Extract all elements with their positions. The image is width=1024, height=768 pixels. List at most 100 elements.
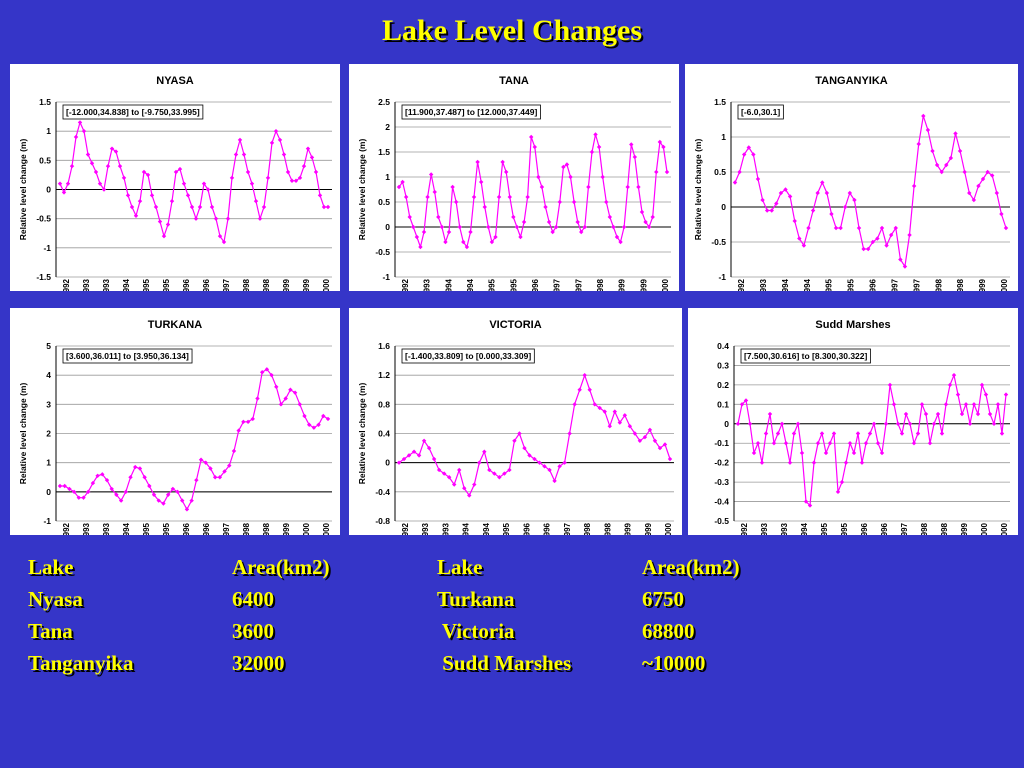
series-line xyxy=(734,115,1007,269)
data-point xyxy=(903,411,909,417)
data-point xyxy=(943,402,949,407)
x-tick-label: 27-10-1998 xyxy=(940,522,949,535)
data-point xyxy=(311,425,317,430)
data-point xyxy=(537,460,542,465)
y-tick-label: -0.5 xyxy=(714,516,729,526)
data-point xyxy=(407,214,412,220)
data-point xyxy=(807,503,813,508)
data-point xyxy=(416,453,422,458)
data-point xyxy=(104,477,110,483)
data-point xyxy=(994,190,1000,196)
data-point xyxy=(177,166,183,172)
x-tick-label: 1-6-1993 xyxy=(423,278,432,291)
x-tick-label: 29-7-1999 xyxy=(282,522,291,535)
data-point xyxy=(145,172,151,178)
data-point xyxy=(189,204,195,210)
data-point xyxy=(255,396,260,401)
y-axis-label: Relative level change (m) xyxy=(18,139,28,241)
x-tick-label: 15-4-2000 xyxy=(664,522,673,535)
data-point xyxy=(305,146,311,151)
data-point xyxy=(229,175,235,181)
data-point xyxy=(245,419,251,425)
data-point xyxy=(746,145,751,150)
data-point xyxy=(109,146,115,151)
x-tick-label: 20-9-1999 xyxy=(644,522,653,535)
data-point xyxy=(500,159,505,165)
data-point xyxy=(586,184,591,190)
data-point xyxy=(833,225,839,231)
x-tick-label: 4-2-1995 xyxy=(142,522,151,535)
data-point xyxy=(577,387,582,392)
data-point xyxy=(839,479,845,485)
data-point xyxy=(241,152,247,157)
data-point xyxy=(62,483,67,489)
data-point xyxy=(151,492,157,497)
x-tick-label: 6-5-1995 xyxy=(488,278,497,291)
data-point xyxy=(403,194,409,200)
y-tick-label: 0.5 xyxy=(714,167,726,177)
data-point xyxy=(907,232,912,238)
y-axis-label: Relative level change (m) xyxy=(693,139,703,241)
table-left-area-column: Area(km2) 6400 3600 32000 xyxy=(232,551,330,679)
y-tick-label: -0.5 xyxy=(375,247,390,257)
data-point xyxy=(843,460,849,465)
data-point xyxy=(751,450,757,456)
data-point xyxy=(518,234,523,240)
y-axis-label: Relative level change (m) xyxy=(18,383,28,485)
data-point xyxy=(117,163,123,169)
data-point xyxy=(217,475,223,480)
data-point xyxy=(856,225,862,231)
data-point xyxy=(249,181,255,186)
data-point xyxy=(600,174,605,180)
data-point xyxy=(221,239,227,245)
table-header-area: Area(km2) xyxy=(232,555,330,579)
x-tick-label: 19-7-1998 xyxy=(596,278,605,291)
y-tick-label: 2.5 xyxy=(378,97,390,107)
data-point xyxy=(457,467,462,473)
y-tick-label: -1 xyxy=(718,272,726,282)
data-point xyxy=(552,478,557,484)
data-point xyxy=(313,169,319,175)
data-point xyxy=(767,411,773,417)
data-point xyxy=(899,431,905,436)
x-tick-label: 30-12-1995 xyxy=(509,278,518,291)
y-tick-label: 3 xyxy=(46,399,51,409)
x-tick-label: 25-10-1997 xyxy=(574,278,583,291)
data-point xyxy=(259,370,265,375)
data-point xyxy=(795,421,801,426)
data-point xyxy=(137,198,143,204)
y-tick-label: 1.5 xyxy=(378,147,390,157)
x-tick-label: 18-7-1997 xyxy=(900,522,909,535)
x-tick-label: 10-3-1998 xyxy=(242,278,251,291)
y-tick-label: -0.4 xyxy=(714,497,729,507)
data-point xyxy=(884,243,889,248)
data-point xyxy=(95,473,100,478)
y-tick-label: 1.5 xyxy=(714,97,726,107)
data-point xyxy=(414,234,420,240)
x-tick-label: 25-12-1995 xyxy=(847,278,856,291)
data-point xyxy=(273,128,279,134)
data-point xyxy=(277,137,283,143)
data-point xyxy=(137,466,143,471)
data-point xyxy=(667,456,673,462)
data-point xyxy=(128,475,133,480)
data-point xyxy=(525,194,530,200)
data-point xyxy=(507,194,512,200)
table-header-area: Area(km2) xyxy=(642,555,740,579)
chart-svg-victoria: VICTORIA Relative level change (m) -0.8 -0.… xyxy=(357,319,674,535)
x-tick-label: 5-9-1994 xyxy=(803,278,812,291)
data-point xyxy=(792,218,797,224)
data-point xyxy=(639,209,645,215)
data-point xyxy=(995,402,1001,407)
data-point xyxy=(436,467,442,473)
annotation-box xyxy=(740,348,871,364)
data-point xyxy=(775,431,781,436)
data-point xyxy=(916,141,921,147)
data-point xyxy=(173,169,179,175)
x-tick-label: 4-8-1995 xyxy=(502,522,511,535)
x-tick-label: 13-1-1998 xyxy=(583,522,592,535)
data-point xyxy=(441,471,447,476)
x-tick-label: 24-4-1993 xyxy=(760,522,769,535)
data-point xyxy=(806,225,811,231)
x-tick-label: 7-11-1999 xyxy=(639,278,648,291)
